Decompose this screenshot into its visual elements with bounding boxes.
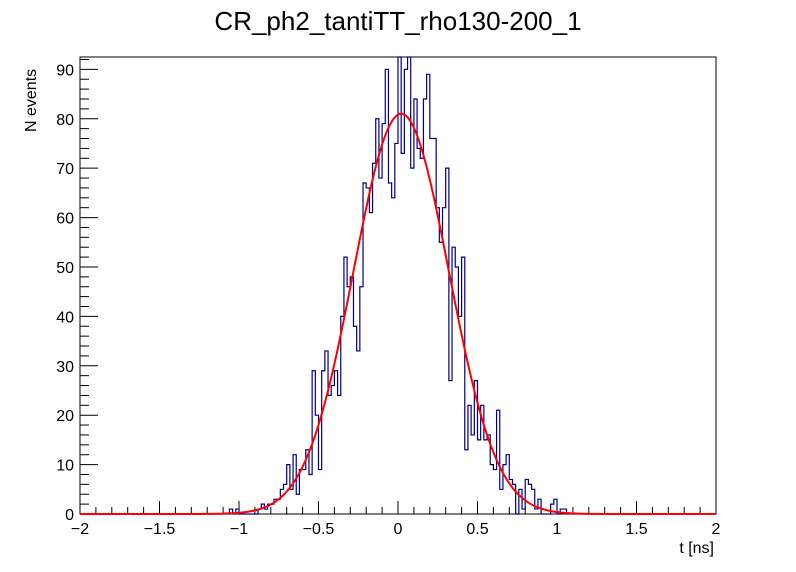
- x-axis-title: t [ns]: [679, 540, 714, 557]
- gaussian-fit-curve: [80, 112, 716, 515]
- x-axis: −2 −1.5 −1 −0.5 0 0.5 1 1.5 2: [71, 501, 721, 538]
- histogram-series: [80, 56, 716, 515]
- y-tick-label: 0: [65, 507, 74, 524]
- x-tick-label: −2: [71, 521, 89, 538]
- y-axis: 0 10 20 30 40 50 60 70 80 90: [56, 58, 98, 524]
- chart-title: CR_ph2_tantiTT_rho130-200_1: [214, 6, 581, 36]
- x-tick-label: 0: [394, 521, 403, 538]
- y-tick-label: 10: [56, 458, 74, 475]
- y-tick-label: 60: [56, 211, 74, 228]
- x-tick-label: −1: [230, 521, 248, 538]
- y-axis-title: N events: [23, 69, 40, 132]
- y-tick-label: 70: [56, 161, 74, 178]
- x-tick-label: 2: [712, 521, 721, 538]
- x-tick-label: 1: [553, 521, 562, 538]
- y-tick-label: 40: [56, 309, 74, 326]
- y-tick-label: 50: [56, 260, 74, 277]
- y-tick-label: 30: [56, 359, 74, 376]
- y-tick-label: 20: [56, 408, 74, 425]
- y-tick-label: 80: [56, 112, 74, 129]
- y-tick-label: 90: [56, 62, 74, 79]
- x-tick-label: 0.5: [466, 521, 488, 538]
- x-tick-label: −1.5: [144, 521, 176, 538]
- x-tick-label: 1.5: [625, 521, 647, 538]
- x-tick-label: −0.5: [303, 521, 335, 538]
